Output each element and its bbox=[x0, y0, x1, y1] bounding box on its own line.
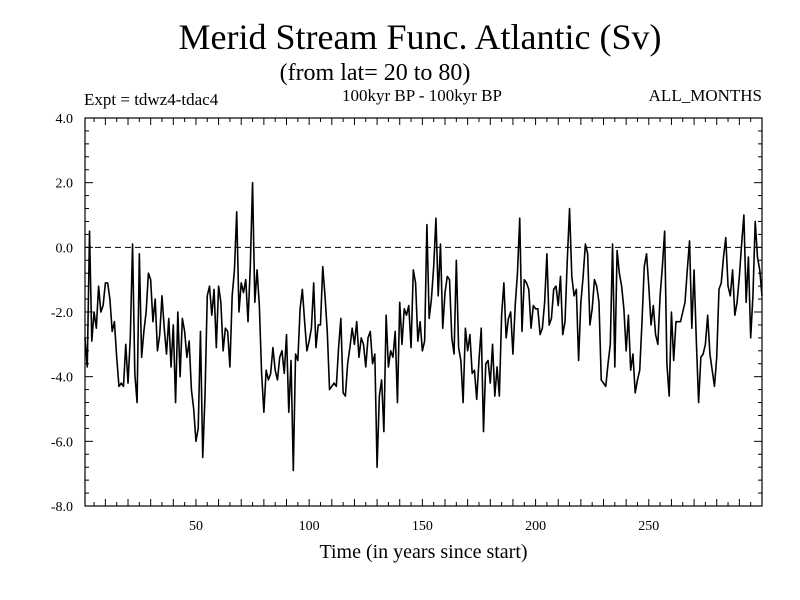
x-tick-label: 200 bbox=[525, 519, 546, 534]
chart-title: Merid Stream Func. Atlantic (Sv) bbox=[178, 17, 662, 57]
y-tick-label: 4.0 bbox=[56, 112, 74, 127]
y-tick-label: 2.0 bbox=[56, 177, 74, 192]
months-label: ALL_MONTHS bbox=[648, 86, 762, 105]
chart-subtitle: (from lat= 20 to 80) bbox=[279, 60, 471, 86]
period-label: 100kyr BP - 100kyr BP bbox=[342, 86, 502, 105]
plot-frame bbox=[84, 117, 763, 507]
experiment-label: Expt = tdwz4-tdac4 bbox=[84, 90, 219, 109]
x-tick-label: 100 bbox=[299, 519, 320, 534]
y-tick-label: -8.0 bbox=[51, 500, 73, 515]
tick-labels: 50 100 150 200 250 4.0 2.0 0.0 -2.0 -4.0 -6.0 -8.0 bbox=[51, 112, 659, 534]
x-tick-label: 150 bbox=[412, 519, 433, 534]
x-tick-label: 250 bbox=[638, 519, 659, 534]
series-line bbox=[84, 181, 763, 472]
x-axis-title: Time (in years since start) bbox=[319, 541, 527, 563]
x-tick-label: 50 bbox=[189, 519, 203, 534]
y-tick-label: -2.0 bbox=[51, 306, 73, 321]
tick-marks bbox=[85, 117, 762, 507]
y-tick-label: -6.0 bbox=[51, 435, 73, 450]
y-tick-label: -4.0 bbox=[51, 371, 73, 386]
y-tick-label: 0.0 bbox=[56, 241, 74, 256]
